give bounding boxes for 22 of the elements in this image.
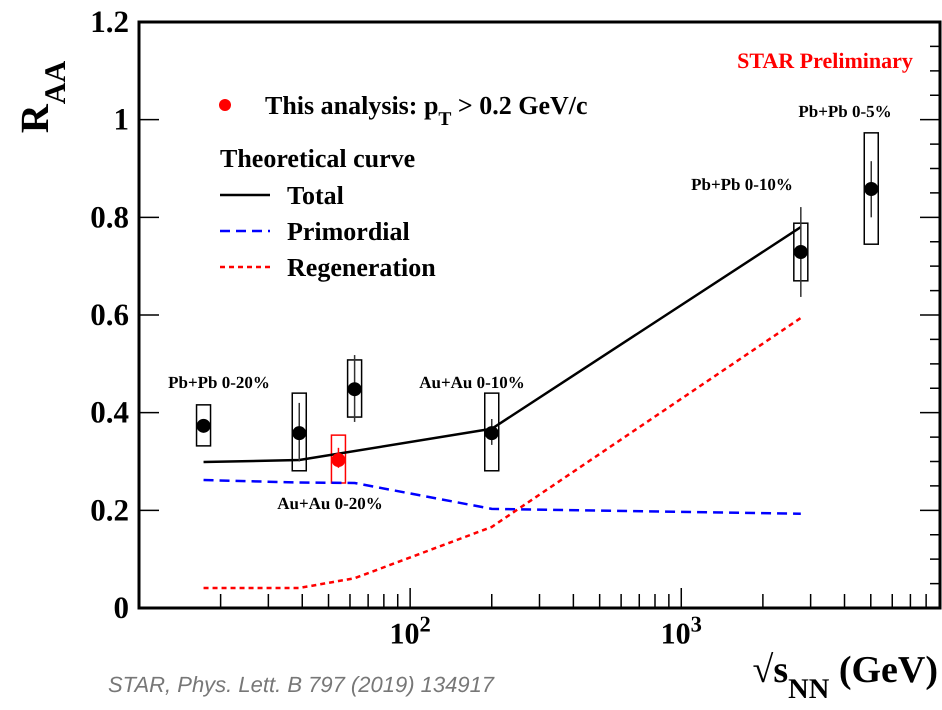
annotation: Pb+Pb 0-10% bbox=[691, 175, 793, 194]
y-tick-label: 1.2 bbox=[90, 4, 129, 39]
annotation: Au+Au 0-10% bbox=[419, 373, 525, 392]
x-tick-label: 10$^{3}$ bbox=[660, 610, 702, 650]
y-tick-label: 1 bbox=[114, 102, 129, 137]
y-tick-label: 0.6 bbox=[90, 296, 129, 332]
annotation: Pb+Pb 0-20% bbox=[168, 373, 270, 392]
legend-label: Primordial bbox=[287, 217, 410, 246]
y-tick-label: 0 bbox=[114, 590, 129, 625]
legend-title: Theoretical curve bbox=[220, 144, 416, 173]
legend-label: Regeneration bbox=[287, 253, 436, 282]
legend-label: Total bbox=[287, 181, 344, 210]
annotation: STAR Preliminary bbox=[737, 48, 913, 73]
text: STAR, Phys. Lett. B 797 (2019) 134917 bbox=[108, 672, 495, 697]
x-tick-label: 10$^{2}$ bbox=[390, 610, 431, 650]
y-tick-label: 0.4 bbox=[90, 394, 129, 430]
x-axis-title: √s$_{NN}$ (GeV) bbox=[752, 649, 938, 704]
legend-label: This analysis: p$_{T}$ > 0.2 GeV/c bbox=[265, 91, 588, 130]
annotation: Pb+Pb 0-5% bbox=[798, 102, 892, 121]
annotation: Au+Au 0-20% bbox=[277, 494, 383, 513]
y-tick-label: 0.8 bbox=[90, 199, 129, 234]
y-tick-label: 0.2 bbox=[90, 492, 129, 528]
